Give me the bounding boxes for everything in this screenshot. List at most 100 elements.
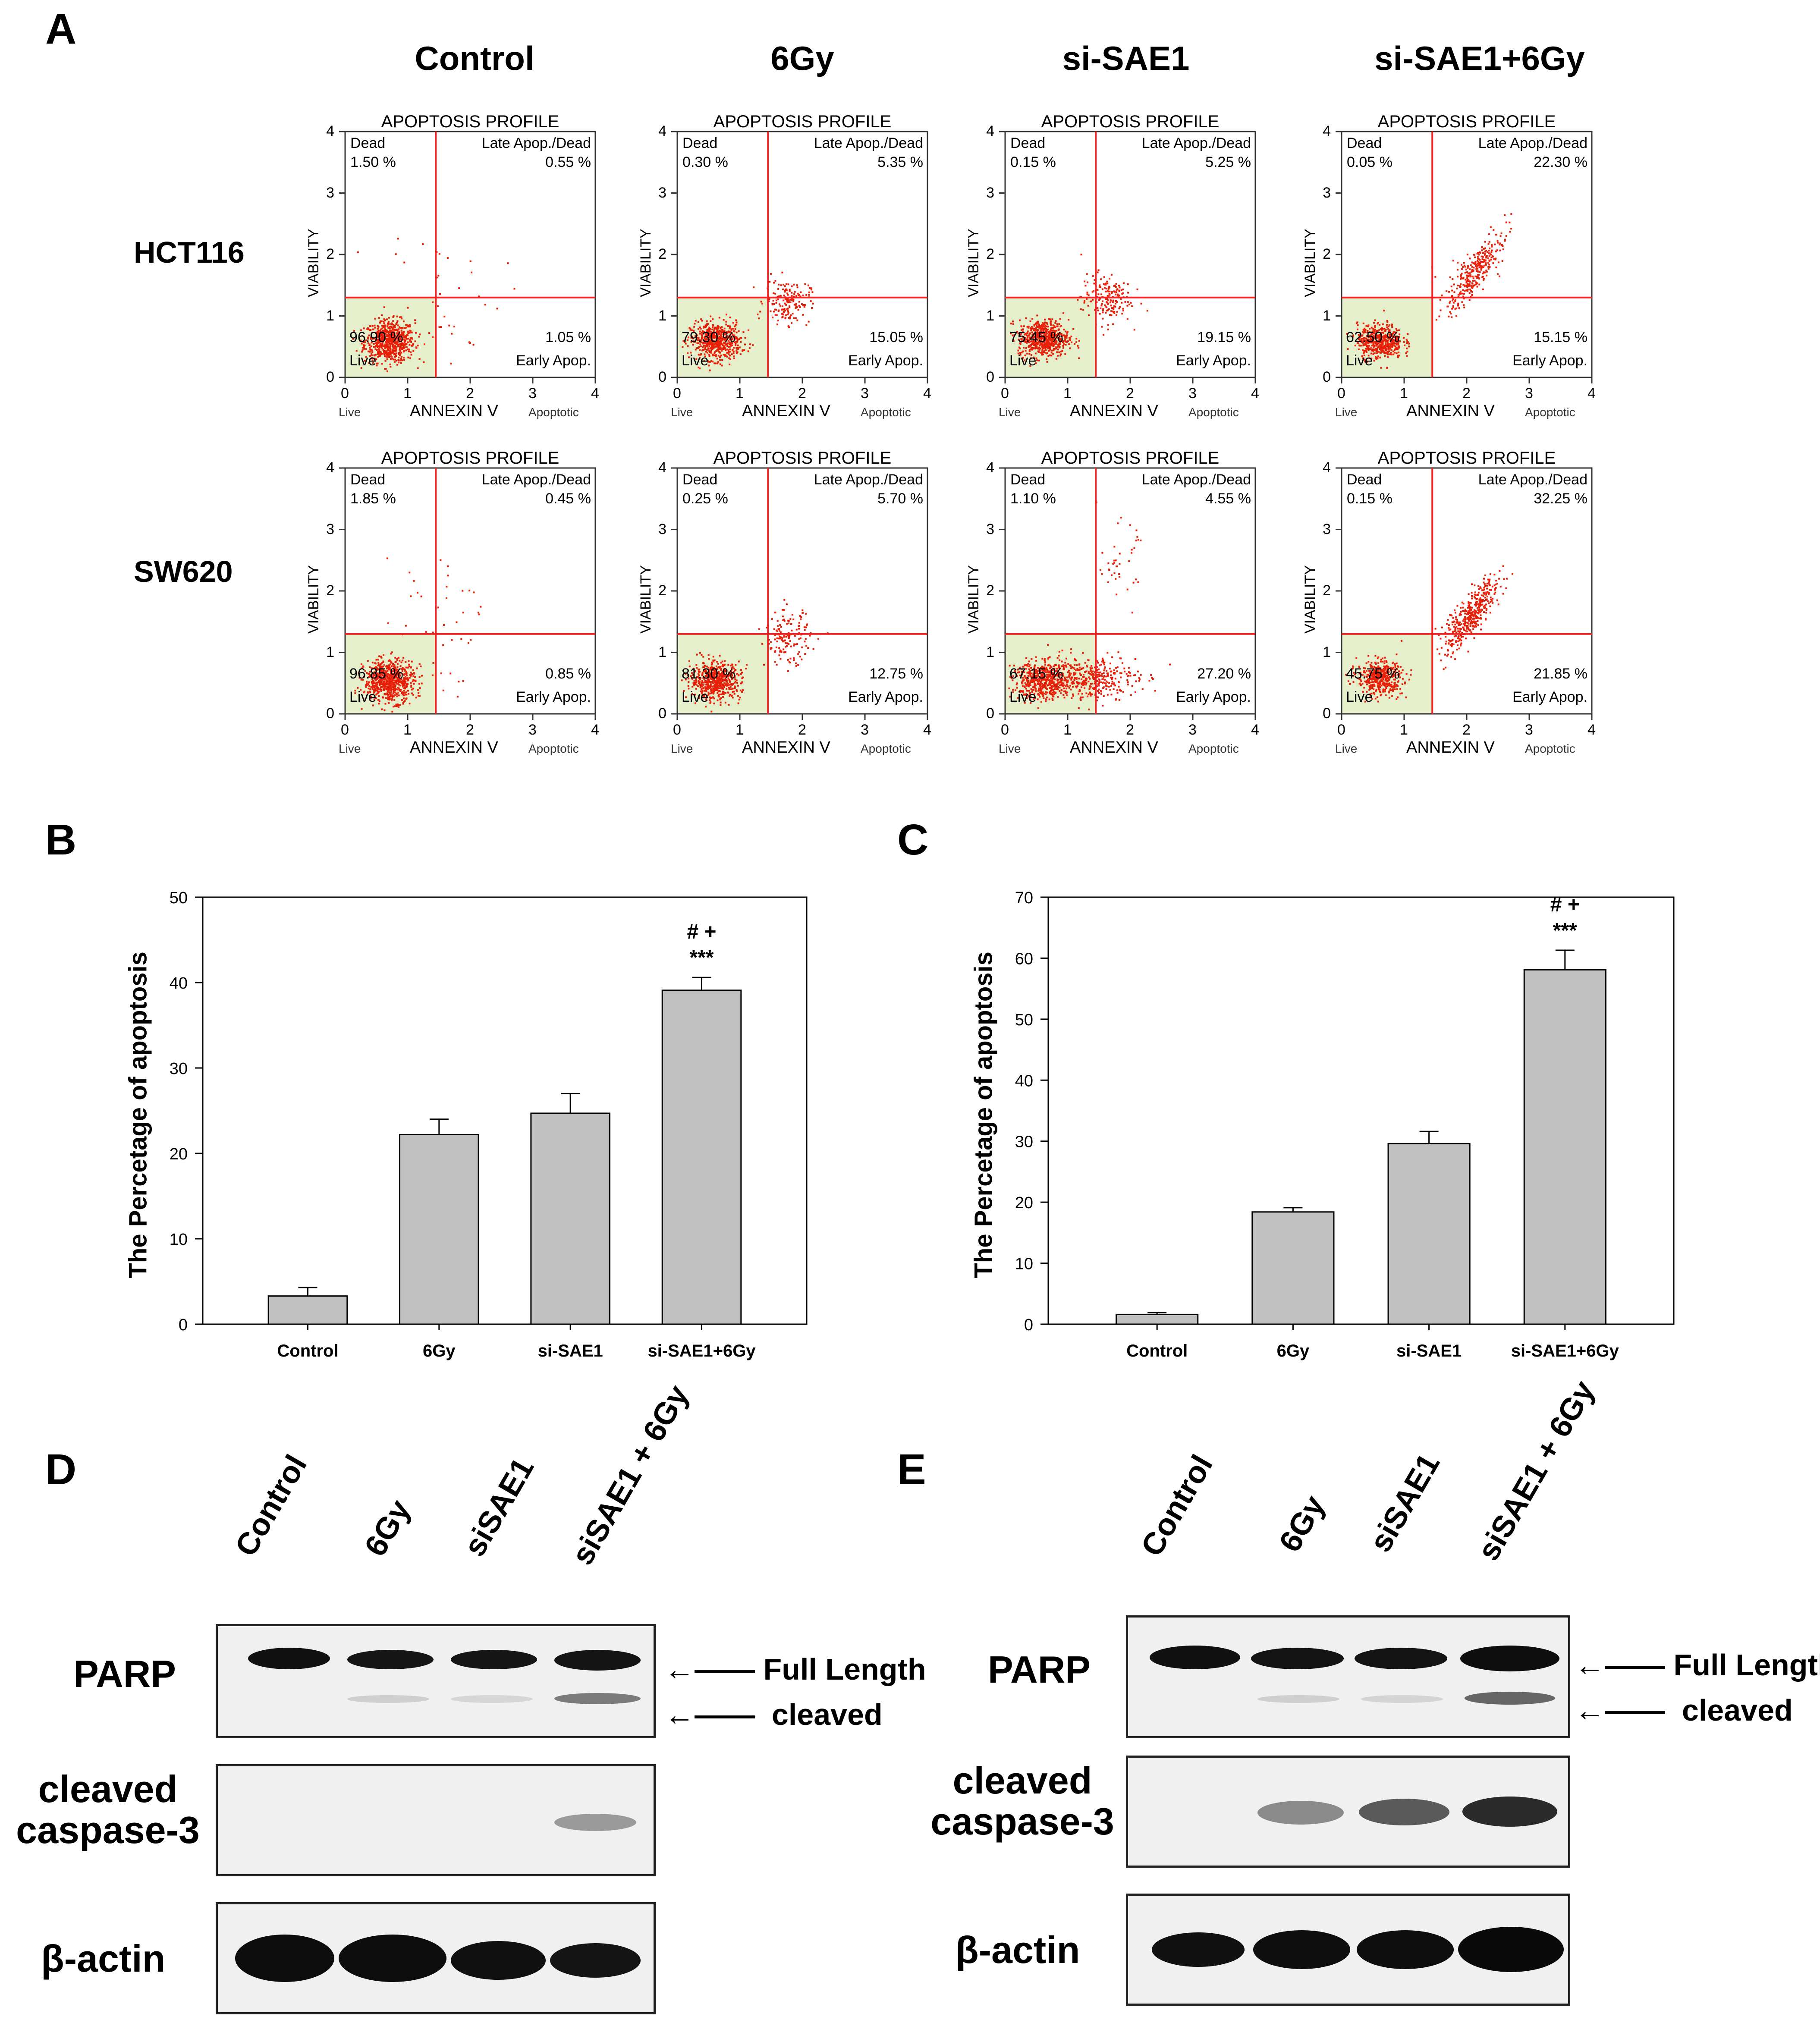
scatter-point <box>704 333 707 335</box>
scatter-point <box>376 364 378 367</box>
scatter-point <box>1367 324 1370 327</box>
scatter-point <box>687 674 689 676</box>
scatter-point <box>1026 672 1028 674</box>
scatter-point <box>447 565 449 567</box>
scatter-point <box>782 288 784 290</box>
scatter-point <box>1367 355 1370 357</box>
flow-live-axis-label: Live <box>671 405 693 419</box>
scatter-point <box>700 339 702 341</box>
scatter-point <box>775 302 777 304</box>
scatter-point <box>726 680 728 682</box>
scatter-point <box>698 682 700 684</box>
scatter-point <box>391 684 393 686</box>
scatter-point <box>381 344 383 346</box>
scatter-points <box>354 557 482 713</box>
scatter-point <box>1019 343 1022 345</box>
scatter-point <box>1455 315 1458 317</box>
scatter-point <box>388 353 390 355</box>
scatter-point <box>1467 279 1469 281</box>
scatter-point <box>728 672 730 674</box>
scatter-point <box>403 347 405 349</box>
scatter-point <box>711 328 713 330</box>
scatter-point <box>385 697 387 699</box>
scatter-point <box>688 336 690 339</box>
scatter-point <box>1056 351 1058 353</box>
scatter-point <box>1376 337 1378 339</box>
scatter-point <box>386 681 388 683</box>
scatter-point <box>401 327 403 329</box>
scatter-point <box>705 351 707 353</box>
scatter-point <box>410 685 412 687</box>
scatter-point <box>707 666 710 669</box>
scatter-point <box>776 620 779 622</box>
scatter-point <box>1058 351 1060 353</box>
scatter-point <box>732 688 734 690</box>
scatter-point <box>386 341 388 343</box>
scatter-point <box>404 692 406 694</box>
scatter-point <box>1086 281 1088 283</box>
scatter-point <box>1043 350 1045 352</box>
scatter-point <box>381 353 383 355</box>
scatter-points <box>681 599 829 713</box>
scatter-point <box>1069 337 1071 339</box>
scatter-point <box>1381 346 1383 348</box>
scatter-point <box>721 350 723 352</box>
scatter-point <box>1025 337 1027 339</box>
scatter-point <box>693 684 695 686</box>
scatter-point <box>423 343 425 345</box>
scatter-point <box>378 680 380 682</box>
scatter-point <box>360 329 362 331</box>
scatter-point <box>714 343 716 345</box>
scatter-point <box>1468 283 1470 286</box>
scatter-point <box>802 294 804 296</box>
scatter-point <box>1380 349 1383 351</box>
scatter-point <box>432 336 434 338</box>
scatter-point <box>712 353 714 355</box>
scatter-point <box>776 663 778 666</box>
scatter-point <box>732 672 734 674</box>
scatter-point <box>378 703 380 705</box>
scatter-point <box>407 679 409 681</box>
scatter-point <box>398 336 400 338</box>
scatter-point <box>401 348 403 350</box>
scatter-point <box>698 697 700 699</box>
scatter-point <box>1036 325 1038 327</box>
scatter-point <box>1490 258 1492 261</box>
scatter-point <box>697 342 699 344</box>
scatter-point <box>736 679 738 682</box>
scatter-point <box>1050 352 1053 354</box>
scatter-point <box>786 298 788 300</box>
scatter-point <box>723 348 725 350</box>
flow-plot: APOPTOSIS PROFILE VIABILITY ANNEXIN V Live A… <box>945 449 1273 768</box>
scatter-point <box>1044 337 1047 339</box>
scatter-point <box>405 327 408 329</box>
scatter-point <box>796 284 798 286</box>
scatter-point <box>1049 348 1051 350</box>
scatter-point <box>1072 328 1075 330</box>
scatter-point <box>407 678 409 680</box>
scatter-point <box>1115 291 1117 293</box>
scatter-point <box>718 336 720 338</box>
scatter-point <box>391 343 393 345</box>
scatter-point <box>1383 330 1386 332</box>
scatter-point <box>710 672 713 674</box>
scatter-point <box>399 350 402 352</box>
scatter-point <box>374 663 377 665</box>
scatter-point <box>734 669 736 672</box>
scatter-point <box>412 350 415 352</box>
scatter-point <box>1032 337 1034 339</box>
row-header-sw620: SW620 <box>134 555 233 588</box>
scatter-point <box>734 685 736 688</box>
scatter-point <box>796 306 798 308</box>
scatter-point <box>808 320 810 323</box>
scatter-point <box>691 329 693 331</box>
scatter-point <box>404 670 406 672</box>
scatter-point <box>1067 340 1069 342</box>
scatter-point <box>715 354 717 356</box>
scatter-point <box>1039 343 1041 345</box>
scatter-point <box>699 686 701 688</box>
scatter-point <box>354 692 356 694</box>
scatter-point <box>810 300 812 302</box>
scatter-point <box>707 683 709 685</box>
scatter-point <box>384 703 387 705</box>
